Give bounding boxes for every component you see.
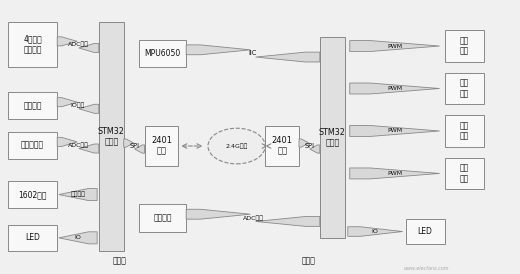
FancyBboxPatch shape: [8, 225, 57, 251]
FancyBboxPatch shape: [8, 132, 57, 159]
Text: www.elecfans.com: www.elecfans.com: [404, 266, 449, 271]
Polygon shape: [124, 139, 134, 147]
Text: IO中断: IO中断: [71, 103, 85, 108]
Polygon shape: [310, 145, 320, 153]
Text: STM32
处理器: STM32 处理器: [319, 128, 346, 147]
Text: SPI: SPI: [129, 143, 139, 149]
Text: STM32
处理器: STM32 处理器: [98, 127, 125, 146]
Text: 电位器调节: 电位器调节: [21, 141, 44, 150]
Polygon shape: [135, 145, 145, 153]
Polygon shape: [79, 104, 99, 113]
FancyBboxPatch shape: [445, 73, 484, 104]
Text: MPU6050: MPU6050: [145, 49, 181, 58]
Text: 并口驱动: 并口驱动: [71, 192, 85, 197]
Text: LED: LED: [25, 233, 40, 242]
FancyBboxPatch shape: [145, 126, 178, 166]
Polygon shape: [348, 227, 402, 236]
Polygon shape: [79, 44, 99, 53]
Text: 2401
无线: 2401 无线: [151, 136, 172, 156]
Polygon shape: [57, 37, 77, 46]
FancyBboxPatch shape: [8, 181, 57, 208]
Text: ADC采集: ADC采集: [242, 215, 264, 221]
Polygon shape: [350, 125, 439, 136]
FancyBboxPatch shape: [99, 22, 124, 251]
FancyBboxPatch shape: [320, 37, 345, 238]
Text: SPI: SPI: [304, 143, 315, 149]
FancyBboxPatch shape: [139, 40, 186, 67]
FancyBboxPatch shape: [445, 30, 484, 62]
Text: PWM: PWM: [387, 129, 402, 133]
Polygon shape: [59, 232, 97, 244]
Polygon shape: [57, 98, 77, 107]
Text: IO: IO: [74, 235, 82, 240]
FancyBboxPatch shape: [265, 126, 299, 166]
Polygon shape: [256, 216, 320, 226]
Text: IIC: IIC: [249, 50, 257, 56]
Text: IO: IO: [372, 229, 379, 234]
FancyBboxPatch shape: [445, 158, 484, 189]
Text: 空心
电机: 空心 电机: [460, 164, 469, 183]
Text: 2401
无线: 2401 无线: [271, 136, 293, 156]
Polygon shape: [59, 189, 97, 201]
FancyBboxPatch shape: [406, 219, 445, 244]
Text: 电池电压: 电池电压: [153, 213, 172, 222]
Text: 飞控板: 飞控板: [302, 257, 316, 266]
FancyBboxPatch shape: [8, 22, 57, 67]
FancyBboxPatch shape: [139, 204, 186, 232]
Text: 遥控板: 遥控板: [112, 257, 126, 266]
Text: PWM: PWM: [387, 44, 402, 48]
Polygon shape: [350, 168, 439, 179]
Polygon shape: [256, 52, 320, 62]
Text: 1602显示: 1602显示: [18, 190, 47, 199]
Text: ADC采集: ADC采集: [68, 142, 88, 148]
Polygon shape: [299, 139, 309, 147]
Text: PWM: PWM: [387, 171, 402, 176]
Polygon shape: [350, 41, 439, 52]
Text: 2.4G电波: 2.4G电波: [225, 143, 248, 149]
Polygon shape: [57, 137, 77, 146]
Text: 空心
电机: 空心 电机: [460, 36, 469, 56]
Polygon shape: [79, 144, 99, 153]
Text: 4向摇杆
控制输入: 4向摇杆 控制输入: [23, 35, 42, 54]
FancyBboxPatch shape: [445, 115, 484, 147]
Text: PWM: PWM: [387, 86, 402, 91]
Polygon shape: [350, 83, 439, 94]
Polygon shape: [186, 45, 250, 55]
Text: LED: LED: [418, 227, 433, 236]
Text: ADC采集: ADC采集: [68, 42, 88, 47]
Text: 空心
电机: 空心 电机: [460, 79, 469, 98]
Text: 按键输入: 按键输入: [23, 101, 42, 110]
Polygon shape: [186, 209, 250, 219]
Ellipse shape: [208, 128, 265, 164]
FancyBboxPatch shape: [8, 92, 57, 119]
Text: 空心
电机: 空心 电机: [460, 121, 469, 141]
